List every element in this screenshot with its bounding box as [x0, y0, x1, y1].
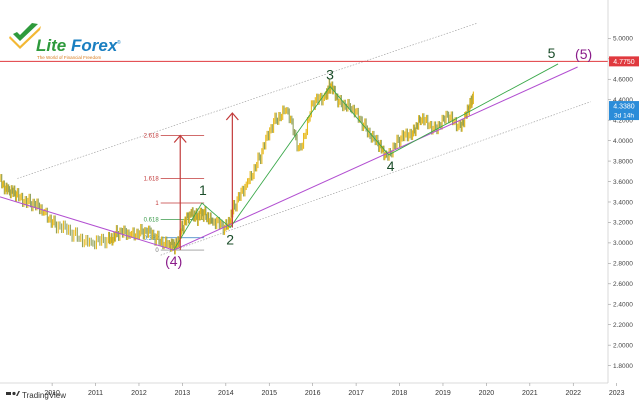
logo-name-part2: Forex — [71, 36, 119, 55]
fib-level-label: 0 — [155, 248, 159, 254]
fib-level-label: 1.618 — [144, 176, 160, 182]
x-tick-label: 2013 — [175, 390, 191, 397]
y-tick-label: 4.4000 — [613, 97, 633, 104]
x-tick-label: 2023 — [609, 390, 625, 397]
y-tick-label: 3.2000 — [613, 220, 633, 227]
x-tick-label: 2016 — [305, 390, 321, 397]
liteforex-logo: Lite Forex ® The World of Financial Free… — [9, 23, 121, 60]
wave-label: (5) — [575, 46, 592, 62]
logo-name-part1: Lite — [36, 36, 66, 55]
y-tick-label: 4.2000 — [613, 117, 633, 124]
y-tick-label: 2.6000 — [613, 281, 633, 288]
green-impulse-line — [173, 63, 559, 251]
current-price-tag-bg — [609, 101, 639, 121]
fib-level-label: 0.618 — [144, 217, 160, 223]
y-tick-label: 4.0000 — [613, 138, 633, 145]
wave-label-layer: (4) 1 2 3 4 5 (5) — [165, 45, 592, 269]
price-axis-panel[interactable] — [608, 0, 640, 404]
x-tick-label: 2015 — [261, 390, 277, 397]
tradingview-brand[interactable]: TradingView — [6, 391, 66, 400]
current-price-tag-label: 4.3380 — [613, 103, 635, 110]
y-tick-label: 3.4000 — [613, 199, 633, 206]
x-tick-label: 2014 — [218, 390, 234, 397]
wave-label: 3 — [326, 66, 334, 82]
wave-label: (4) — [165, 253, 182, 269]
x-tick-label: 2011 — [88, 390, 103, 397]
wave-lines-layer — [0, 63, 578, 251]
current-price-tag: 4.3380 3d 14h — [609, 101, 639, 121]
bar-countdown-label: 3d 14h — [614, 113, 634, 120]
x-tick-label: 2020 — [479, 390, 495, 397]
projection-arrow-head-icon — [173, 134, 187, 143]
resistance-price-tag-bg — [609, 56, 639, 67]
y-tick-label: 4.6000 — [613, 77, 633, 84]
x-tick-label: 2010 — [44, 390, 60, 397]
logo-tagline: The World of Financial Freedom — [37, 55, 101, 60]
fib-level-label: 2.618 — [144, 134, 160, 140]
y-tick-label: 2.4000 — [613, 302, 633, 309]
tradingview-logo-icon — [6, 391, 20, 396]
wave-label: 2 — [226, 232, 234, 248]
logo-registered: ® — [117, 39, 121, 46]
wave-label: 4 — [387, 158, 395, 174]
x-tick-label: 2022 — [565, 390, 581, 397]
x-tick-label: 2012 — [131, 390, 147, 397]
arrow-layer — [173, 112, 239, 251]
y-tick-label: 2.2000 — [613, 322, 633, 329]
resistance-price-tag: 4.7750 — [609, 56, 639, 67]
projection-arrow-head-icon — [225, 112, 239, 121]
x-tick-label: 2019 — [435, 390, 451, 397]
y-tick-label: 2.0000 — [613, 342, 633, 349]
price-axis-layer: 5.00004.80004.60004.40004.20004.00003.80… — [607, 0, 640, 404]
x-tick-label: 2017 — [348, 390, 364, 397]
x-tick-label: 2018 — [392, 390, 408, 397]
logo-mark-icon — [9, 23, 41, 49]
fib-level-label: 1 — [155, 201, 159, 207]
time-axis-layer: 2010 2011 2012 2013 2014 2015 2016 2017 2018 2019… — [0, 382, 625, 397]
y-tick-label: 3.6000 — [613, 179, 633, 186]
y-tick-label: 3.8000 — [613, 158, 633, 165]
wave-label: 5 — [548, 45, 556, 61]
tradingview-label: TradingView — [22, 391, 66, 400]
x-tick-label: 2021 — [522, 390, 538, 397]
wave-label: 1 — [199, 182, 207, 198]
y-tick-label: 1.8000 — [613, 363, 633, 370]
channel-lower-line — [160, 101, 591, 256]
y-tick-label: 3.0000 — [613, 240, 633, 247]
channel-layer — [0, 22, 608, 256]
y-tick-label: 5.0000 — [613, 36, 633, 43]
resistance-price-tag-label: 4.7750 — [613, 59, 635, 66]
y-tick-label: 2.8000 — [613, 261, 633, 268]
